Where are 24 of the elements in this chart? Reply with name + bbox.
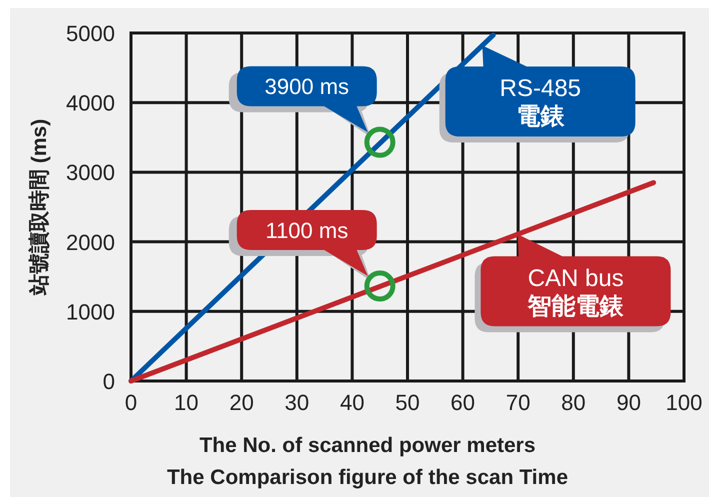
x-tick-label: 30 xyxy=(284,390,310,415)
x-tick-label: 0 xyxy=(124,390,138,415)
y-tick-label: 1000 xyxy=(66,299,115,324)
y-tick-label: 2000 xyxy=(66,230,115,255)
x-tick-label: 10 xyxy=(174,390,199,415)
x-tick-label: 70 xyxy=(506,390,530,415)
y-axis-title: 站號讀取時間 (ms) xyxy=(28,118,51,296)
text: The Comparison figure of the scan Time xyxy=(166,466,568,489)
legend-label: RS-485 電錶 xyxy=(500,75,582,130)
x-tick-label: 100 xyxy=(666,390,702,415)
y-tick-label: 0 xyxy=(102,369,115,394)
y-tick-label: 5000 xyxy=(66,21,115,46)
y-tick-label: 3000 xyxy=(66,160,115,186)
x-tick-label: 60 xyxy=(450,390,476,415)
x-tick-label: 40 xyxy=(340,390,364,415)
x-tick-label: 50 xyxy=(395,390,420,415)
x-tick-label: 20 xyxy=(229,390,254,415)
x-tick-label: 80 xyxy=(561,390,586,415)
y-tick-label: 4000 xyxy=(66,90,115,116)
x-axis-title: The No. of scanned power meters xyxy=(199,434,536,457)
legend-label: CAN bus 智能電錶 xyxy=(526,264,625,320)
annotation: 1100 ms xyxy=(265,218,348,243)
x-tick-label: 90 xyxy=(616,390,641,415)
annotation: 3900 ms xyxy=(264,74,350,100)
